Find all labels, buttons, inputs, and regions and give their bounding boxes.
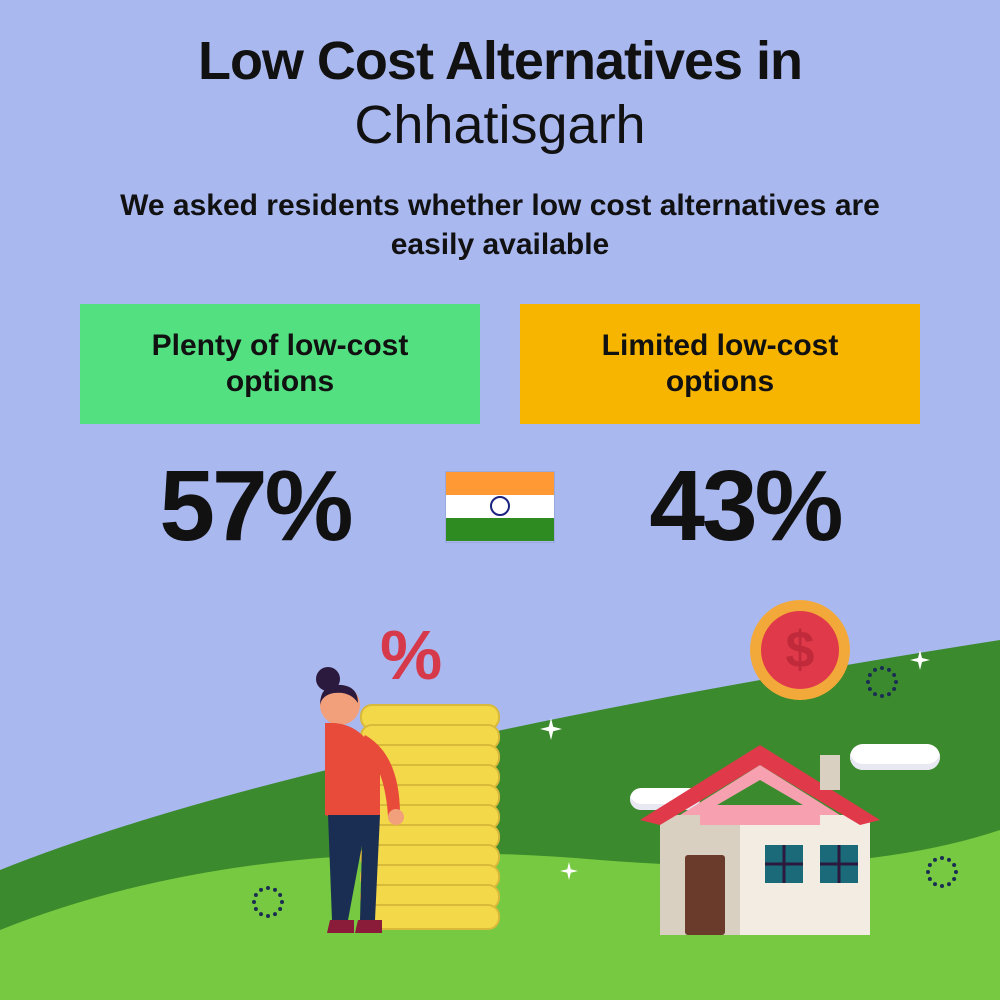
- infographic-canvas: Low Cost Alternatives in Chhatisgarh We …: [0, 0, 1000, 1000]
- option-right-label: Limited low-cost options: [550, 328, 890, 400]
- sparkle-icon: [560, 862, 578, 880]
- option-box-right: Limited low-cost options: [520, 304, 920, 424]
- dot-ring-icon: [924, 854, 960, 890]
- flag-chakra-icon: [490, 496, 510, 516]
- option-box-left: Plenty of low-cost options: [80, 304, 480, 424]
- illustration-area: $: [0, 630, 1000, 1000]
- title-block: Low Cost Alternatives in Chhatisgarh: [0, 0, 1000, 156]
- dot-ring-icon: [864, 664, 900, 700]
- stat-right: 43%: [595, 449, 895, 564]
- house-icon: [630, 725, 890, 945]
- person-icon: [270, 665, 410, 945]
- dollar-coin-icon: $: [750, 600, 850, 700]
- option-left-label: Plenty of low-cost options: [110, 328, 450, 400]
- flag-stripe-top: [446, 472, 554, 495]
- stats-row: 57% 43%: [0, 449, 1000, 564]
- subtitle-text: We asked residents whether low cost alte…: [0, 186, 1000, 264]
- india-flag-icon: [445, 471, 555, 543]
- sparkle-icon: [540, 718, 562, 740]
- flag-stripe-bot: [446, 518, 554, 541]
- title-line1: Low Cost Alternatives in: [0, 30, 1000, 92]
- flag-stripe-mid: [446, 495, 554, 518]
- stat-left: 57%: [105, 449, 405, 564]
- option-boxes: Plenty of low-cost options Limited low-c…: [0, 304, 1000, 424]
- sparkle-icon: [910, 650, 930, 670]
- dollar-sign: $: [786, 620, 815, 680]
- title-line2: Chhatisgarh: [0, 94, 1000, 156]
